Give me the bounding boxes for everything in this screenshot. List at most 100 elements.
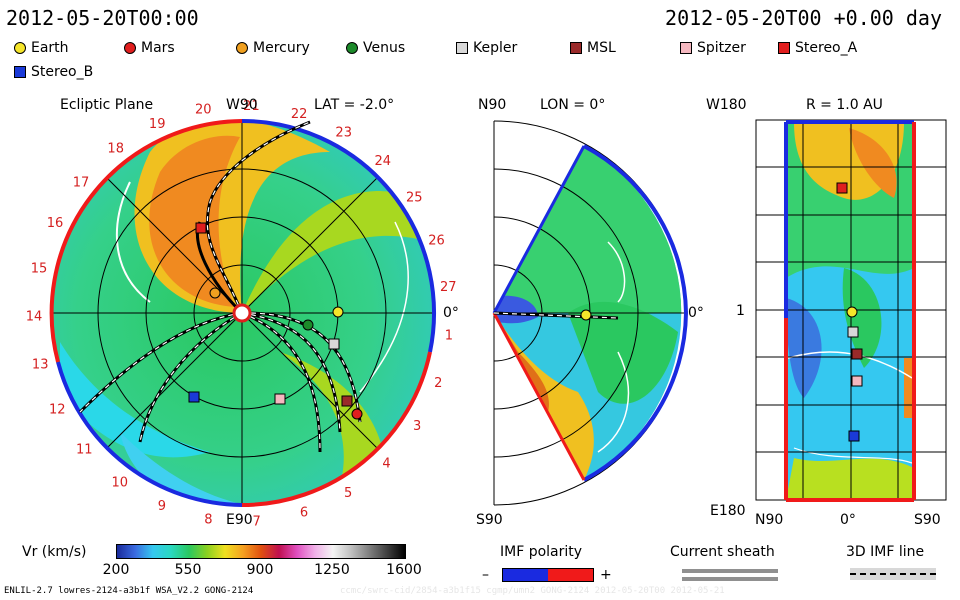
legend-swatch — [570, 42, 582, 54]
rotation-label: 9 — [158, 499, 166, 514]
kepler-marker — [328, 338, 340, 350]
rotation-label: 11 — [76, 443, 93, 458]
imf3d-label: 3D IMF line — [846, 544, 925, 560]
sphere-top-left-label: W180 — [706, 97, 747, 113]
sphere-title: R = 1.0 AU — [806, 97, 883, 113]
legend-label: Earth — [31, 40, 69, 56]
rotation-label: 2 — [434, 376, 442, 391]
meridional-bottom-label: S90 — [476, 512, 503, 528]
legend-swatch — [778, 42, 790, 54]
watermark: ccmc/swrc-cid/2854-a3b1f15 cgmp/umn2 GON… — [340, 586, 725, 596]
sphere-x-label-n90: N90 — [755, 512, 784, 528]
sphere-kepler-marker — [847, 326, 859, 338]
sphere-panel — [755, 119, 947, 502]
rotation-label: 25 — [406, 190, 423, 205]
imf-plus: + — [600, 567, 612, 583]
rotation-label: 27 — [440, 280, 457, 295]
sphere-x-label-s90: S90 — [914, 512, 941, 528]
imf3d-line — [850, 573, 936, 575]
rotation-label: 8 — [204, 512, 212, 527]
meridional-earth-marker — [580, 309, 592, 321]
ecliptic-lat-label: LAT = -2.0° — [314, 97, 395, 113]
legend-label: Stereo_A — [795, 40, 858, 56]
sphere-x-label-0: 0° — [840, 512, 856, 528]
rotation-label: 22 — [291, 107, 308, 122]
legend-label: Stereo_B — [31, 64, 94, 80]
rotation-label: 3 — [413, 419, 421, 434]
legend-swatch — [14, 66, 26, 78]
imf-polarity-bar — [502, 568, 594, 582]
colorbar — [116, 544, 406, 559]
stereo-a-marker — [195, 222, 207, 234]
venus-marker — [302, 319, 314, 331]
ecliptic-title: Ecliptic Plane — [60, 97, 154, 113]
earth-marker — [332, 306, 344, 318]
rotation-label: 24 — [375, 154, 392, 169]
model-info: ENLIL-2.7 lowres-2124-a3b1f WSA_V2.2 GON… — [4, 586, 254, 596]
sphere-left-mid-label: 1 — [736, 303, 745, 319]
current-sheath-line-1 — [682, 569, 778, 573]
legend-item-venus: Venus — [346, 40, 405, 56]
sphere-mars-marker — [836, 182, 848, 194]
rotation-label: 4 — [382, 457, 390, 472]
legend-label: MSL — [587, 40, 616, 56]
rotation-label: 20 — [195, 103, 212, 118]
rotation-label: 26 — [428, 233, 445, 248]
legend-label: Mercury — [253, 40, 310, 56]
rotation-label: 23 — [335, 126, 352, 141]
colorbar-tick: 1600 — [386, 562, 422, 578]
legend-item-stereo-a: Stereo_A — [778, 40, 857, 56]
rotation-label: 15 — [31, 262, 48, 277]
timestamp: 2012-05-20T00:00 — [6, 6, 199, 30]
rotation-label: 18 — [107, 142, 124, 157]
meridional-lon-label: LON = 0° — [540, 97, 606, 113]
rotation-label: 21 — [243, 99, 260, 114]
mars-marker — [351, 408, 363, 420]
ecliptic-right-label: 0° — [443, 305, 459, 321]
sphere-stereo-b-marker — [848, 430, 860, 442]
legend-swatch — [456, 42, 468, 54]
stereo-b-marker — [188, 391, 200, 403]
legend-label: Spitzer — [697, 40, 746, 56]
sphere-bottom-left-label: E180 — [710, 503, 746, 519]
rotation-label: 12 — [49, 403, 66, 418]
rotation-label: 19 — [149, 117, 166, 132]
rotation-label: 17 — [73, 175, 90, 190]
msl-marker — [341, 395, 353, 407]
sphere-earth-marker — [846, 306, 858, 318]
legend-label: Kepler — [473, 40, 518, 56]
meridional-right-label: 0° — [688, 305, 704, 321]
colorbar-label: Vr (km/s) — [22, 544, 87, 560]
legend-swatch — [236, 42, 248, 54]
legend-label: Venus — [363, 40, 406, 56]
legend-swatch — [124, 42, 136, 54]
sphere-msl-marker — [851, 348, 863, 360]
colorbar-tick: 550 — [174, 562, 202, 578]
rotation-label: 7 — [252, 515, 260, 530]
rotation-label: 16 — [47, 216, 64, 231]
spitzer-marker — [274, 393, 286, 405]
rotation-label: 13 — [32, 358, 49, 373]
colorbar-tick: 1250 — [314, 562, 350, 578]
current-sheath-line-2 — [682, 577, 778, 581]
sphere-spitzer-marker — [851, 375, 863, 387]
meridional-panel — [492, 120, 688, 506]
legend-swatch — [346, 42, 358, 54]
legend-label: Mars — [141, 40, 175, 56]
imf-minus: – — [482, 567, 489, 583]
legend-item-mercury: Mercury — [236, 40, 310, 56]
ecliptic-bottom-label: E90 — [226, 512, 253, 528]
mercury-marker — [209, 287, 221, 299]
legend-item-spitzer: Spitzer — [680, 40, 746, 56]
imf-polarity-label: IMF polarity — [500, 544, 583, 560]
legend-item-msl: MSL — [570, 40, 616, 56]
legend-swatch — [14, 42, 26, 54]
colorbar-tick: 200 — [102, 562, 130, 578]
rotation-label: 5 — [344, 486, 352, 501]
meridional-top-label: N90 — [478, 97, 507, 113]
legend-item-earth: Earth — [14, 40, 69, 56]
colorbar-tick: 900 — [246, 562, 274, 578]
legend-swatch — [680, 42, 692, 54]
